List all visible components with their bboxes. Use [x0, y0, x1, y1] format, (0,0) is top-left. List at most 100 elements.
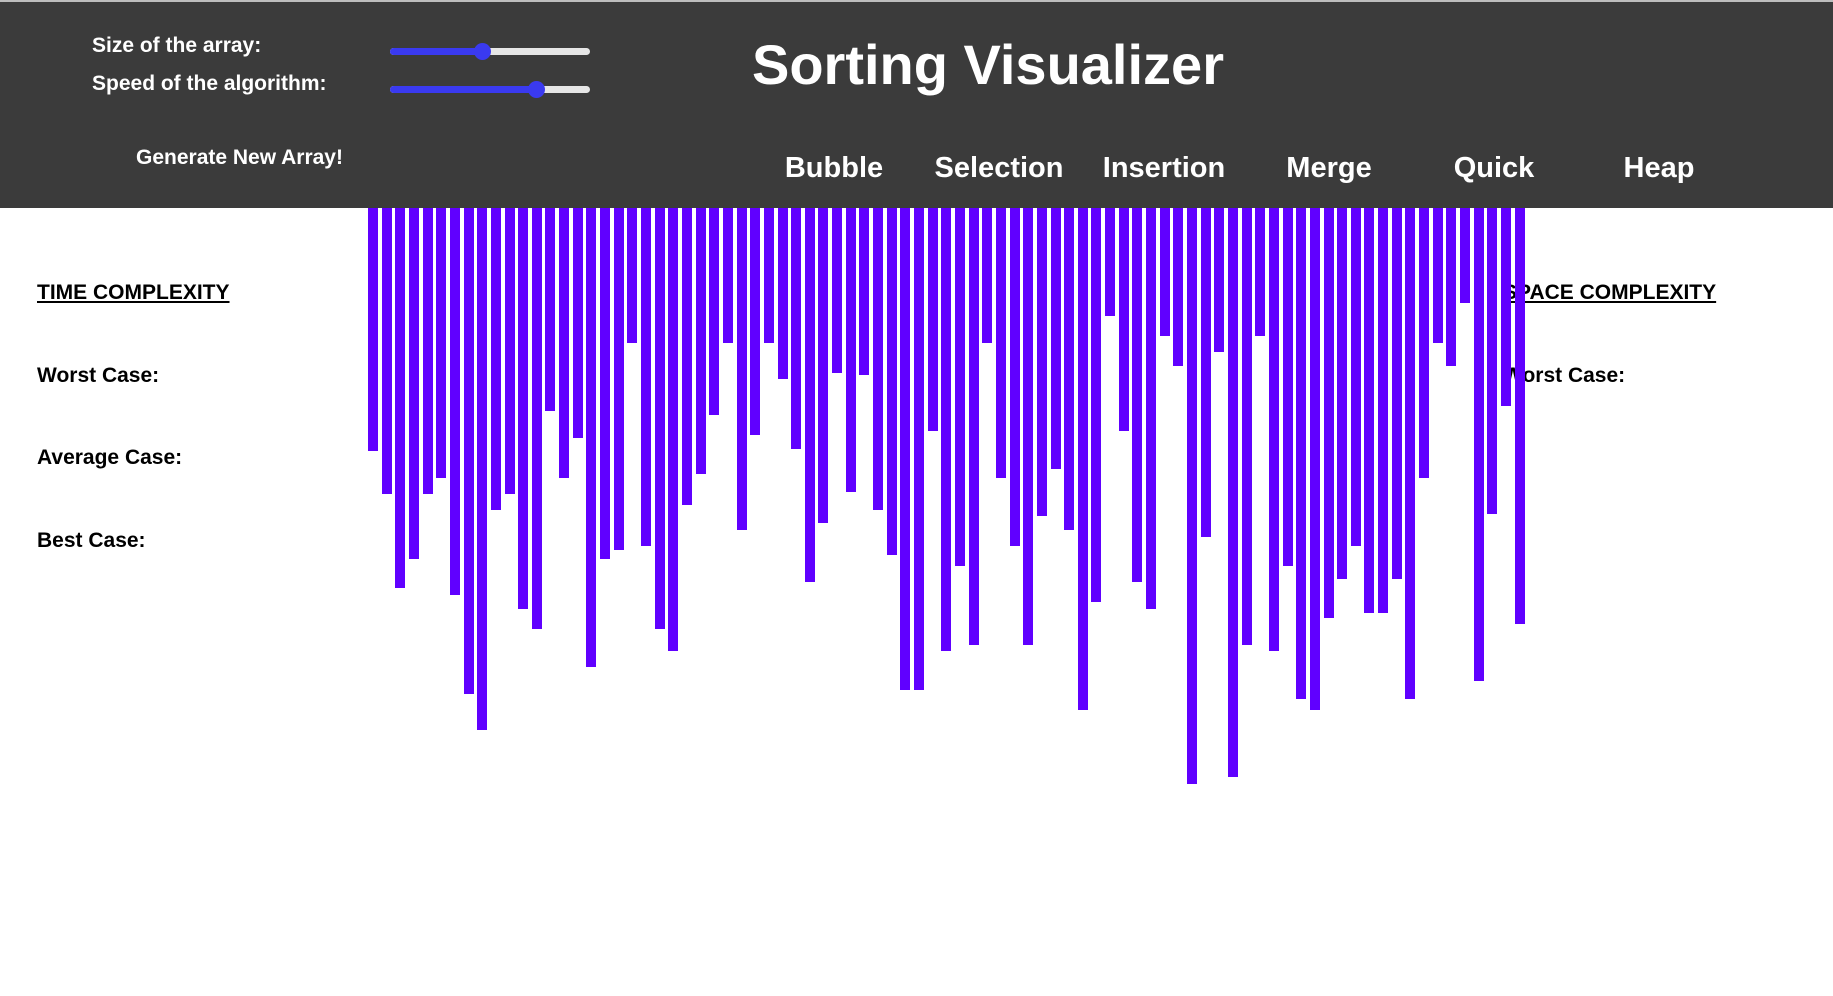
array-bar [1446, 208, 1457, 366]
array-bar [750, 208, 761, 435]
array-bar [995, 208, 1006, 478]
array-bar [832, 208, 843, 373]
array-bars-container [368, 208, 1525, 808]
array-bar [518, 208, 529, 609]
array-bar [545, 208, 556, 411]
array-bar [1255, 208, 1266, 336]
array-bar [422, 208, 433, 495]
array-bar [1173, 208, 1184, 366]
array-bar [613, 208, 624, 550]
slider-thumb[interactable] [474, 43, 491, 60]
array-bar [381, 208, 392, 495]
time-complexity-heading: TIME COMPLEXITY [37, 281, 230, 304]
array-bar [1227, 208, 1238, 777]
array-bar [641, 208, 651, 546]
array-bar [572, 208, 583, 438]
array-bar [1378, 208, 1389, 613]
merge-sort-button[interactable]: Merge [1286, 152, 1372, 184]
slider-fill [390, 48, 482, 55]
array-bar [886, 208, 897, 555]
array-bar [586, 208, 597, 667]
array-bar [736, 208, 747, 531]
array-bar [1214, 208, 1225, 352]
array-bar [1200, 208, 1211, 537]
array-bar [1309, 208, 1320, 711]
array-bar [804, 208, 815, 582]
array-bar [1350, 208, 1361, 546]
array-bar [1241, 208, 1252, 645]
bubble-sort-button[interactable]: Bubble [784, 152, 884, 184]
array-bar [927, 208, 938, 432]
array-bar [1077, 208, 1088, 711]
array-bar [408, 208, 419, 559]
array-bar [1364, 208, 1375, 613]
quick-sort-button[interactable]: Quick [1453, 152, 1535, 184]
array-bar [1118, 208, 1129, 432]
array-bar [1473, 208, 1484, 681]
insertion-sort-button[interactable]: Insertion [1102, 152, 1226, 184]
array-bar [531, 208, 542, 630]
array-bar [845, 208, 856, 493]
array-bar [1323, 208, 1334, 618]
array-bar [695, 208, 706, 474]
array-bar [504, 208, 515, 495]
array-bar [654, 208, 665, 630]
array-bar [681, 208, 692, 505]
array-bar [1187, 208, 1197, 784]
control-header: Size of the array: Speed of the algorith… [0, 2, 1833, 208]
time-best-case-label: Best Case: [37, 529, 146, 552]
array-bar [368, 208, 378, 451]
time-average-case-label: Average Case: [37, 446, 183, 469]
array-bar [1036, 208, 1047, 516]
array-bar [1268, 208, 1279, 651]
array-bar [600, 208, 611, 559]
array-bar [436, 208, 447, 478]
array-bar [490, 208, 501, 510]
array-bar [1146, 208, 1157, 609]
array-size-slider[interactable] [390, 40, 590, 64]
array-bar [914, 208, 924, 690]
slider-fill [390, 86, 536, 93]
array-bar [777, 208, 788, 379]
array-bar [1500, 208, 1511, 406]
heap-sort-button[interactable]: Heap [1623, 152, 1695, 184]
array-bar [463, 208, 474, 694]
array-bar [859, 208, 870, 375]
time-worst-case-label: Worst Case: [37, 364, 160, 387]
array-bar [1460, 208, 1470, 303]
array-bar [1514, 208, 1525, 624]
array-bar [818, 208, 829, 523]
array-bar [1009, 208, 1020, 546]
array-bar [954, 208, 965, 567]
app-title: Sorting Visualizer [752, 33, 1224, 96]
window-top-border [0, 0, 1833, 2]
array-bar [791, 208, 802, 450]
algorithm-speed-slider[interactable] [390, 78, 590, 102]
array-bar [982, 208, 993, 343]
slider-thumb[interactable] [528, 81, 545, 98]
array-bar [722, 208, 733, 343]
algorithm-speed-label: Speed of the algorithm: [92, 72, 327, 95]
selection-sort-button[interactable]: Selection [934, 152, 1064, 184]
array-size-label: Size of the array: [92, 34, 262, 57]
space-worst-case-label: Worst Case: [1503, 364, 1626, 387]
array-bar [763, 208, 774, 343]
array-bar [968, 208, 979, 645]
space-complexity-heading: SPACE COMPLEXITY [1503, 281, 1717, 304]
generate-new-array-button[interactable]: Generate New Array! [136, 146, 343, 169]
array-bar [1023, 208, 1034, 645]
array-bar [1391, 208, 1402, 579]
array-bar [395, 208, 406, 588]
array-bar [1064, 208, 1075, 531]
array-bar [1091, 208, 1102, 603]
array-bar [1337, 208, 1348, 579]
array-bar [627, 208, 638, 343]
array-bar [1487, 208, 1498, 514]
array-bar [1419, 208, 1430, 478]
array-bar [1159, 208, 1170, 336]
array-bar [900, 208, 911, 690]
array-bar [1105, 208, 1116, 316]
array-bar [1282, 208, 1293, 567]
array-bar [873, 208, 884, 510]
array-bar [941, 208, 952, 651]
